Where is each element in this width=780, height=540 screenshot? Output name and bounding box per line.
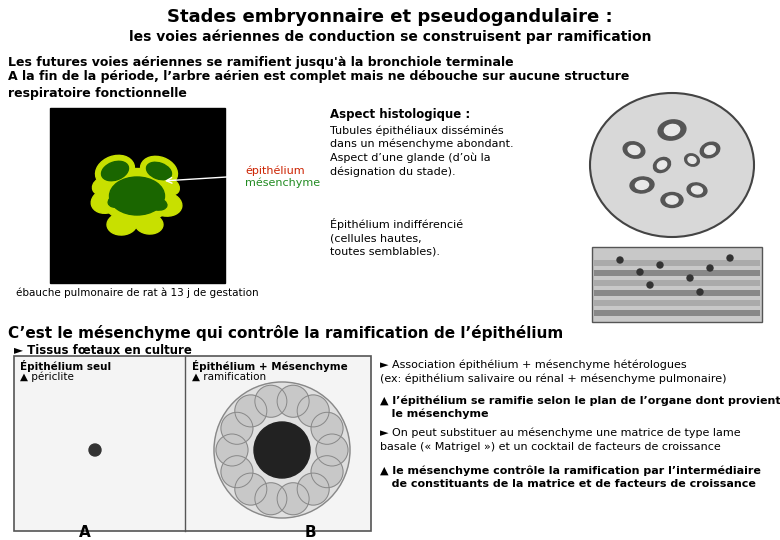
Ellipse shape xyxy=(700,142,720,158)
Ellipse shape xyxy=(107,213,137,235)
Text: ► Tissus fœtaux en culture: ► Tissus fœtaux en culture xyxy=(14,344,192,357)
Bar xyxy=(14,356,371,531)
Circle shape xyxy=(235,395,267,427)
Ellipse shape xyxy=(140,156,178,186)
Text: A la fin de la période, l’arbre aérien est complet mais ne débouche sur aucune s: A la fin de la période, l’arbre aérien e… xyxy=(8,70,629,100)
Circle shape xyxy=(311,413,343,444)
Circle shape xyxy=(216,434,248,466)
Text: ▲ l’épithélium se ramifie selon le plan de l’organe dont provient
   le mésenchy: ▲ l’épithélium se ramifie selon le plan … xyxy=(380,395,780,420)
Ellipse shape xyxy=(654,158,671,173)
Circle shape xyxy=(235,473,267,505)
Ellipse shape xyxy=(109,177,165,215)
Ellipse shape xyxy=(135,214,163,234)
Ellipse shape xyxy=(101,161,129,181)
Circle shape xyxy=(254,422,310,478)
Circle shape xyxy=(277,385,309,417)
Ellipse shape xyxy=(704,146,715,154)
Circle shape xyxy=(297,473,329,505)
Ellipse shape xyxy=(95,156,134,187)
Text: Tubules épithéliaux disséminés
dans un mésenchyme abondant.
Aspect d’une glande : Tubules épithéliaux disséminés dans un m… xyxy=(330,125,513,177)
Bar xyxy=(594,290,760,296)
Ellipse shape xyxy=(93,178,112,194)
Text: les voies aériennes de conduction se construisent par ramification: les voies aériennes de conduction se con… xyxy=(129,30,651,44)
Bar xyxy=(594,310,760,316)
Text: C’est le mésenchyme qui contrôle la ramification de l’épithélium: C’est le mésenchyme qui contrôle la rami… xyxy=(8,325,563,341)
Circle shape xyxy=(657,262,663,268)
Circle shape xyxy=(297,395,329,427)
Ellipse shape xyxy=(628,145,640,154)
Bar xyxy=(592,247,762,322)
Ellipse shape xyxy=(685,154,700,166)
Text: Stades embryonnaire et pseudogandulaire :: Stades embryonnaire et pseudogandulaire … xyxy=(167,8,613,26)
Circle shape xyxy=(637,269,643,275)
Text: ► Association épithélium + mésenchyme hétérologues
(ex: épithélium salivaire ou : ► Association épithélium + mésenchyme hé… xyxy=(380,360,726,384)
Text: ► On peut substituer au mésenchyme une matrice de type lame
basale (« Matrigel »: ► On peut substituer au mésenchyme une m… xyxy=(380,428,741,451)
Text: Les futures voies aériennes se ramifient jusqu'à la bronchiole terminale: Les futures voies aériennes se ramifient… xyxy=(8,56,513,69)
Text: ▲ périclite: ▲ périclite xyxy=(20,372,74,382)
Text: Épithélium + Mésenchyme: Épithélium + Mésenchyme xyxy=(192,360,348,372)
Circle shape xyxy=(687,275,693,281)
Circle shape xyxy=(697,289,703,295)
Ellipse shape xyxy=(666,196,678,204)
Circle shape xyxy=(255,385,287,417)
Circle shape xyxy=(707,265,713,271)
Circle shape xyxy=(277,483,309,515)
Ellipse shape xyxy=(636,180,649,190)
Circle shape xyxy=(647,282,653,288)
Ellipse shape xyxy=(91,188,122,213)
Ellipse shape xyxy=(590,93,754,237)
Text: B: B xyxy=(304,525,316,540)
Text: Épithélium indifférencié
(cellules hautes,
toutes semblables).: Épithélium indifférencié (cellules haute… xyxy=(330,218,463,256)
Ellipse shape xyxy=(158,177,179,195)
Ellipse shape xyxy=(692,186,703,194)
Circle shape xyxy=(617,257,623,263)
Ellipse shape xyxy=(108,195,126,207)
Circle shape xyxy=(214,382,350,518)
Circle shape xyxy=(311,456,343,488)
Text: ▲ ramification: ▲ ramification xyxy=(192,372,266,382)
Bar xyxy=(594,270,760,276)
Bar xyxy=(50,108,225,283)
Ellipse shape xyxy=(661,192,683,207)
Ellipse shape xyxy=(665,124,679,136)
Text: ▲ le mésenchyme contrôle la ramification par l’intermédiaire
   de constituants : ▲ le mésenchyme contrôle la ramification… xyxy=(380,465,760,489)
Ellipse shape xyxy=(630,177,654,193)
Bar xyxy=(594,260,760,266)
Text: épithélium: épithélium xyxy=(245,166,305,177)
Text: mésenchyme: mésenchyme xyxy=(245,178,320,188)
Ellipse shape xyxy=(688,157,696,164)
Text: ébauche pulmonaire de rat à 13 j de gestation: ébauche pulmonaire de rat à 13 j de gest… xyxy=(16,288,259,299)
Circle shape xyxy=(221,413,253,444)
Ellipse shape xyxy=(687,183,707,197)
Circle shape xyxy=(727,255,733,261)
Bar xyxy=(594,280,760,286)
Ellipse shape xyxy=(102,168,172,224)
Circle shape xyxy=(89,444,101,456)
Circle shape xyxy=(316,434,348,466)
Ellipse shape xyxy=(658,120,686,140)
Ellipse shape xyxy=(147,198,167,210)
Ellipse shape xyxy=(623,142,645,158)
Text: Épithélium seul: Épithélium seul xyxy=(20,360,111,372)
Ellipse shape xyxy=(658,161,667,169)
Circle shape xyxy=(255,483,287,515)
Text: Aspect histologique :: Aspect histologique : xyxy=(330,108,470,121)
Bar xyxy=(594,300,760,306)
Ellipse shape xyxy=(148,192,182,216)
Ellipse shape xyxy=(147,162,172,180)
Text: A: A xyxy=(79,525,91,540)
Circle shape xyxy=(221,456,253,488)
